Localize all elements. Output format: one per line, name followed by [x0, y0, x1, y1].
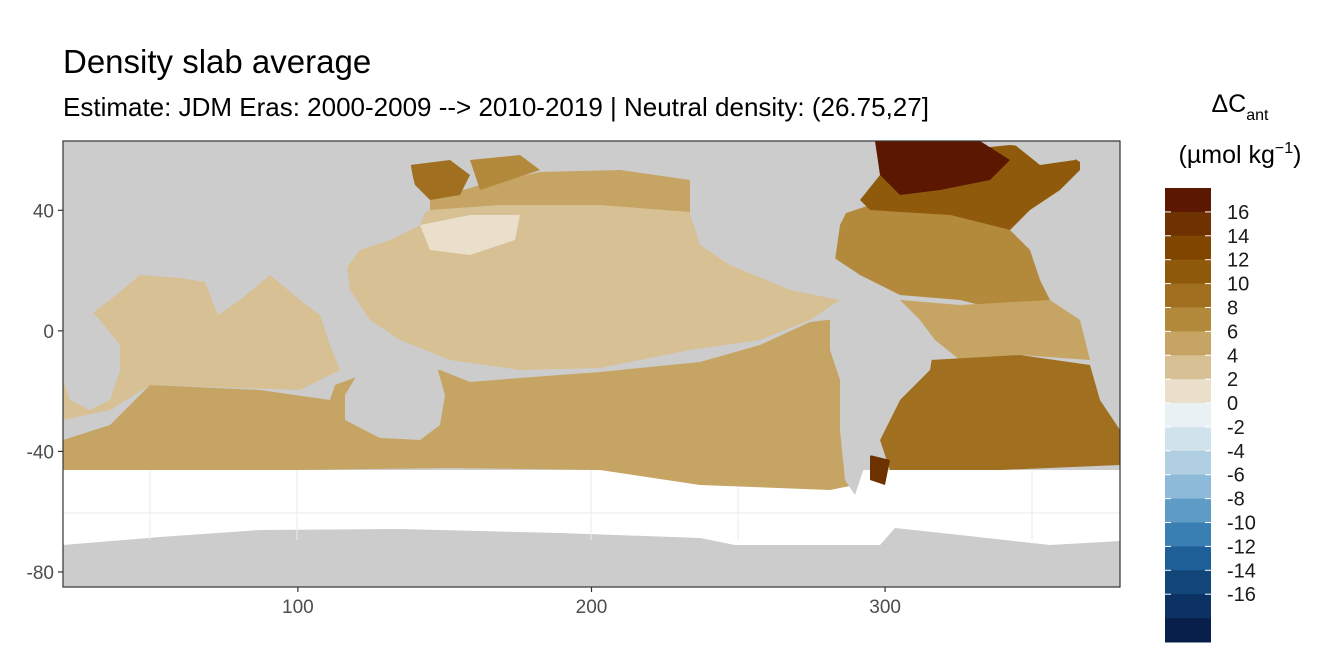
legend-label: -12: [1227, 536, 1256, 558]
north-atlantic-deepwater: [875, 141, 1010, 195]
y-tick-label: 40: [33, 201, 54, 222]
bering-sea: [470, 155, 540, 190]
legend-label: 12: [1227, 250, 1249, 272]
legend-swatch: [1165, 426, 1211, 452]
falkland-patch: [870, 455, 890, 485]
legend-swatch: [1165, 474, 1211, 500]
legend-label: 14: [1227, 226, 1249, 248]
north-pacific-low: [420, 215, 520, 255]
indian-ocean-water: [63, 275, 340, 420]
legend-unit: (µmol kg−1): [1179, 140, 1302, 169]
antarctica: [63, 528, 1120, 587]
legend-label: -4: [1227, 441, 1245, 463]
y-tick-label: 0: [43, 322, 54, 343]
legend-swatch: [1165, 188, 1211, 213]
legend-swatch: [1165, 570, 1211, 595]
legend-label: -16: [1227, 584, 1256, 606]
x-tick-label: 100: [282, 597, 314, 618]
legend-swatch: [1165, 211, 1211, 237]
legend: ΔCant (µmol kg−1) 1614121086420-2-4-6-8-…: [1165, 90, 1301, 643]
legend-swatch: [1165, 283, 1211, 308]
australia-land: [345, 360, 445, 440]
legend-swatch: [1165, 546, 1211, 571]
south-atlantic: [880, 355, 1120, 470]
north-atlantic-subtropical: [830, 205, 1050, 310]
africa-land: [63, 300, 120, 410]
legend-label: -8: [1227, 489, 1245, 511]
eurasia-land: [63, 141, 430, 330]
legend-label: 10: [1227, 274, 1249, 296]
legend-swatch: [1165, 450, 1211, 476]
tropical-atlantic: [900, 300, 1090, 360]
legend-swatch: [1165, 522, 1211, 547]
legend-title: ΔCant: [1211, 90, 1269, 124]
legend-label: 4: [1227, 345, 1238, 367]
legend-colorbar: [1165, 188, 1211, 643]
y-tick-label: -80: [27, 563, 54, 584]
legend-label: -10: [1227, 513, 1256, 535]
legend-label: -14: [1227, 560, 1256, 582]
south-america-land: [830, 305, 935, 495]
x-tick-label: 300: [869, 597, 901, 618]
map-panel: [63, 141, 1120, 587]
legend-swatch: [1165, 498, 1211, 524]
north-america-land: [690, 141, 875, 290]
subarctic-pacific-water: [430, 170, 690, 212]
x-tick-label: 200: [576, 597, 608, 618]
legend-swatch: [1165, 594, 1211, 619]
legend-label: 8: [1227, 297, 1238, 319]
legend-swatch: [1165, 259, 1211, 285]
legend-label: 0: [1227, 393, 1238, 415]
europe-land: [1090, 141, 1120, 240]
legend-swatch: [1165, 307, 1211, 332]
legend-label: -6: [1227, 465, 1245, 487]
legend-swatch: [1165, 379, 1211, 404]
legend-label: 2: [1227, 369, 1238, 391]
chart-title: Density slab average: [63, 43, 372, 80]
legend-swatch: [1165, 355, 1211, 380]
legend-label: 16: [1227, 202, 1249, 224]
legend-swatch: [1165, 403, 1211, 428]
legend-label: -2: [1227, 417, 1245, 439]
southern-ocean-water: [63, 318, 870, 490]
legend-label: 6: [1227, 321, 1238, 343]
legend-swatch: [1165, 331, 1211, 356]
okhotsk-sea: [410, 160, 470, 200]
chart-subtitle: Estimate: JDM Eras: 2000-2009 --> 2010-2…: [63, 92, 929, 122]
legend-swatch: [1165, 235, 1211, 261]
legend-swatch: [1165, 618, 1211, 643]
greenland-land: [1010, 141, 1080, 165]
y-tick-label: -40: [27, 442, 54, 463]
